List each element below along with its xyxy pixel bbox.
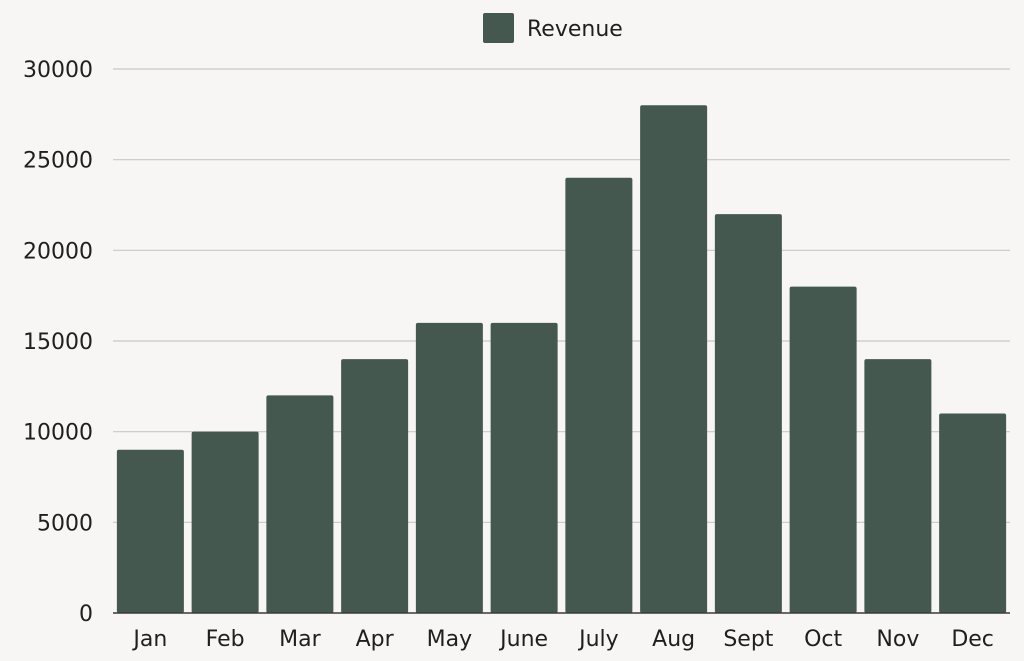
x-tick-label: Nov	[876, 627, 919, 652]
bar-aug	[640, 105, 708, 614]
gridlines	[113, 68, 1010, 523]
x-tick-label: Apr	[356, 627, 395, 652]
x-tick-label: Aug	[652, 627, 695, 652]
bar-june	[490, 322, 558, 613]
x-tick-label: June	[498, 627, 548, 652]
bar-oct	[789, 286, 857, 613]
x-tick-label: July	[577, 627, 619, 652]
bar-jan	[116, 449, 184, 613]
bar-feb	[191, 431, 259, 613]
bar-dec	[939, 413, 1007, 613]
y-tick-label: 20000	[23, 239, 93, 264]
legend-label-revenue: Revenue	[527, 17, 623, 42]
legend-swatch	[483, 13, 514, 43]
x-tick-label: Mar	[279, 627, 321, 652]
y-tick-label: 25000	[23, 149, 93, 174]
y-tick-label: 0	[79, 602, 93, 627]
x-tick-label: Jan	[131, 627, 167, 652]
y-axis-tick-labels: 0 5000 10000 15000 20000 25000 30000	[23, 58, 93, 627]
legend: Revenue	[483, 13, 623, 43]
y-tick-label: 30000	[23, 58, 93, 83]
bar-july	[565, 177, 633, 614]
x-tick-label: May	[427, 627, 472, 652]
y-tick-label: 10000	[23, 421, 93, 446]
bar-nov	[864, 359, 932, 613]
x-tick-label: Sept	[723, 627, 773, 652]
bars	[116, 105, 1007, 614]
y-tick-label: 5000	[37, 511, 93, 536]
x-axis-tick-labels: Jan Feb Mar Apr May June July Aug Sept Oct Nov Dec	[131, 627, 994, 652]
y-tick-label: 15000	[23, 330, 93, 355]
bar-may	[415, 322, 483, 613]
bar-sept	[714, 214, 782, 614]
x-tick-label: Feb	[206, 627, 245, 652]
bar-mar	[266, 395, 334, 613]
x-tick-label: Dec	[951, 627, 994, 652]
x-tick-label: Oct	[804, 627, 842, 652]
bar-apr	[341, 359, 409, 613]
